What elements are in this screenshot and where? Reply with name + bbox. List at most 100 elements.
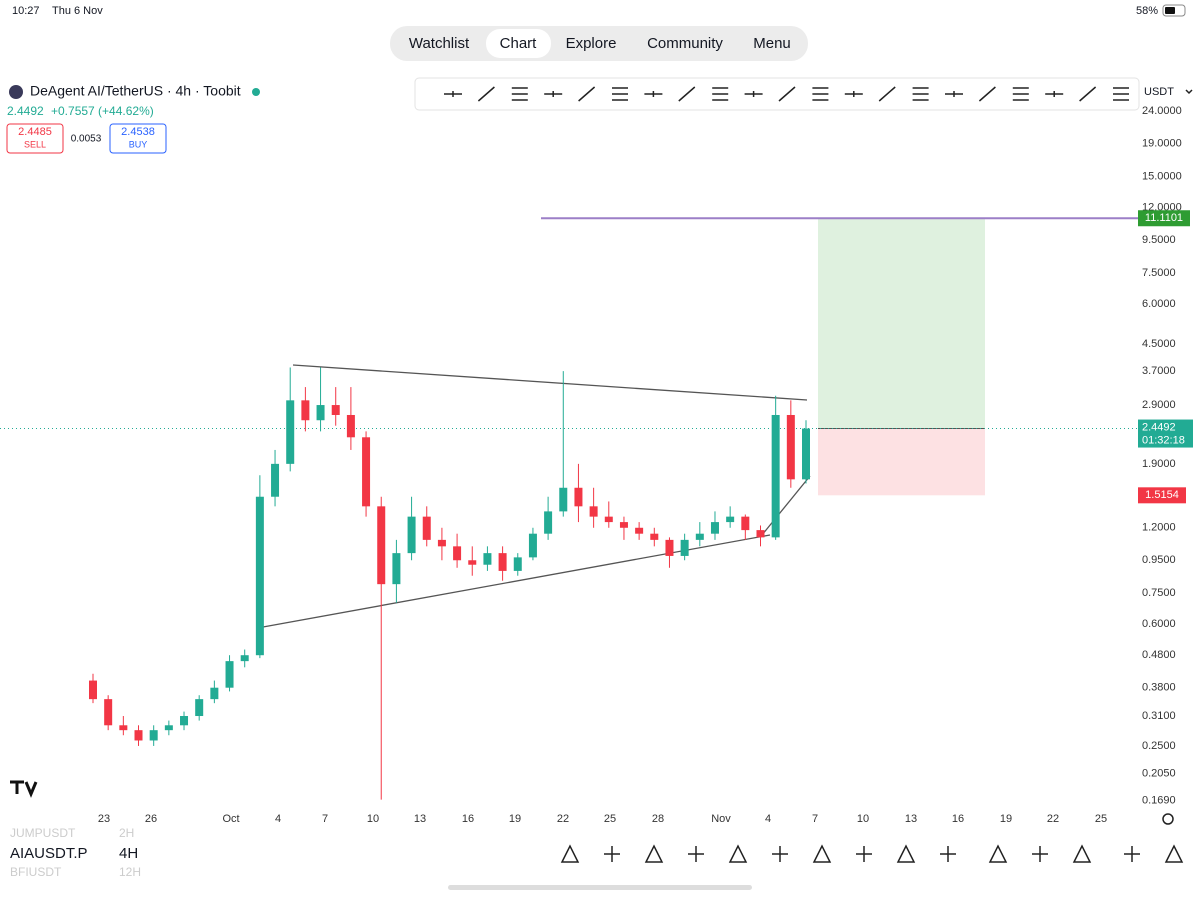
candle-body [635,527,644,534]
target-price-label: 11.1101 [1145,212,1183,224]
x-tick-label: 16 [952,813,964,825]
bottom-symbol[interactable]: AIAUSDT.P [10,845,88,862]
y-tick-label: 0.1690 [1142,794,1176,806]
x-tick-label: 25 [604,813,616,825]
next-symbol[interactable]: BFIUSDT [10,865,62,879]
toolbar-button[interactable] [1113,87,1129,101]
tab[interactable]: Watchlist [409,35,470,52]
toolbar-button[interactable] [511,87,528,101]
bottom-tool-button[interactable] [644,844,664,863]
bottom-tool-button[interactable] [812,844,832,863]
candle-body [362,437,371,507]
candle-body [619,522,628,528]
bottom-tool-button[interactable] [728,844,748,863]
toolbar-button[interactable] [1079,86,1097,102]
candle-body [104,699,113,726]
bottom-tool-button[interactable] [1124,846,1140,862]
bottom-tool-button[interactable] [604,846,620,862]
x-tick-label: 26 [145,813,157,825]
bottom-tool-button[interactable] [856,846,872,862]
candle-body [695,533,704,540]
prev-symbol[interactable]: JUMPUSDT [10,826,76,840]
tab[interactable]: Community [647,35,723,52]
toolbar-button[interactable] [644,91,663,97]
toolbar-button[interactable] [1012,87,1029,101]
toolbar-button[interactable] [444,91,462,97]
toolbar-button[interactable] [744,91,763,97]
candle-body [437,539,446,547]
bottom-tool-button[interactable] [940,846,956,862]
toolbar-button[interactable] [612,87,628,101]
candle-body [786,414,795,480]
candle-body [89,680,97,700]
battery-icon [1162,4,1186,17]
y-tick-label: 7.5000 [1142,267,1176,279]
sell-button[interactable] [6,123,64,154]
bottom-interval[interactable]: 4H [119,845,138,862]
sell-price[interactable]: 2.4485 [18,126,52,138]
countdown-label: 01:32:18 [1142,434,1185,446]
toolbar-button[interactable] [1045,91,1064,97]
dropdown-arrow[interactable] [1185,89,1193,95]
candle-body [225,661,234,688]
candle-body [483,553,492,565]
candle-body [680,539,689,556]
toolbar-button[interactable] [544,91,563,97]
bottom-tool-button[interactable] [896,844,916,863]
candle-body [756,530,765,538]
buy-price[interactable]: 2.4538 [121,126,155,138]
candle-body [392,553,401,585]
toolbar-button[interactable] [878,86,896,102]
bottom-tool-button[interactable] [1032,846,1048,862]
candle-body [255,496,264,656]
bottom-tool-button[interactable] [688,846,704,862]
currency-select[interactable]: USDT [1144,86,1174,98]
prev-interval[interactable]: 2H [119,826,134,840]
bottom-tool-button[interactable] [560,844,580,863]
loss-zone [818,428,985,496]
tab[interactable]: Explore [566,35,617,52]
toolbar-button[interactable] [578,86,596,102]
x-tick-label: 25 [1095,813,1107,825]
y-tick-label: 3.7000 [1142,365,1176,377]
x-tick-label: 22 [1047,813,1059,825]
candle-body [650,533,659,540]
battery-level [1165,7,1175,14]
trend-line [761,475,811,536]
candle-body [604,516,613,523]
buy-label[interactable]: BUY [129,139,148,149]
tv-logo [10,780,38,798]
bottom-tool-button[interactable] [772,846,788,862]
toolbar-button[interactable] [945,91,963,97]
toolbar-button[interactable] [712,87,729,101]
settings-icon[interactable] [1162,813,1174,825]
toolbar-button[interactable] [844,91,863,97]
bottom-tool-button[interactable] [1164,844,1184,863]
tab[interactable]: Chart [500,35,538,52]
next-interval[interactable]: 12H [119,865,141,879]
toolbar-button[interactable] [912,87,929,101]
toolbar-button[interactable] [778,86,796,102]
sell-label[interactable]: SELL [24,139,46,149]
x-tick-label: 16 [462,813,474,825]
candle-body [665,539,674,556]
toolbar-button[interactable] [477,86,495,102]
candle-body [164,725,173,731]
toolbar-button[interactable] [678,86,696,102]
last-price-box [1138,419,1193,448]
target-price-box [1138,210,1190,227]
symbol-logo [9,85,23,99]
toolbar-button[interactable] [978,86,996,102]
bottom-tool-button[interactable] [1072,844,1092,863]
stop-price-label: 1.5154 [1145,489,1179,501]
bottom-tool-button[interactable] [988,844,1008,863]
candle-body [559,487,568,512]
tab[interactable]: Menu [753,35,791,52]
candle-body [316,405,325,421]
drawing-toolbar [414,77,1140,111]
toolbar-button[interactable] [812,87,829,101]
x-tick-label: 13 [905,813,917,825]
y-tick-label: 9.5000 [1142,234,1176,246]
buy-button[interactable] [109,123,167,154]
